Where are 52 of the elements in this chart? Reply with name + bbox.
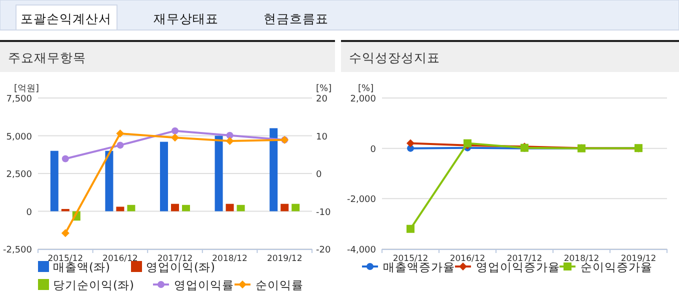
y-tick-label: -4,000	[346, 246, 376, 256]
bar	[116, 206, 124, 212]
x-tick-label: 2019/12	[266, 254, 302, 264]
point	[116, 142, 124, 149]
y-tick-label: -2,000	[346, 195, 376, 206]
point	[406, 139, 414, 148]
chart-title: 주요재무항목	[8, 50, 86, 65]
y-tick-label: 0	[26, 208, 32, 218]
y2-tick-label: 0	[316, 170, 322, 180]
y-tick-label: 2,500	[6, 170, 32, 180]
y2-tick-label: -10	[316, 208, 331, 218]
point	[172, 127, 178, 134]
point	[116, 129, 124, 138]
bar	[105, 150, 114, 212]
point	[226, 137, 234, 146]
y-tick-label: -2,500	[2, 246, 32, 256]
y2-axis-title: [%]	[316, 84, 332, 94]
bar	[50, 150, 58, 212]
bar	[280, 204, 289, 212]
text: 재무상태표	[154, 11, 218, 26]
y-tick-label: 5,000	[6, 132, 32, 142]
point	[62, 155, 69, 162]
y2-tick-label: 20	[316, 94, 328, 104]
y-axis-title: [억원]	[14, 84, 40, 94]
bar	[160, 142, 168, 212]
bar	[292, 204, 300, 212]
y-tick-label: 2,000	[350, 94, 376, 104]
bar	[171, 204, 179, 212]
point	[406, 224, 414, 233]
legend-label: 영업이익률	[174, 278, 234, 292]
x-tick-label: 2018/12	[212, 254, 248, 264]
bar	[214, 136, 223, 212]
point	[61, 229, 70, 238]
chart-title: 수익성장성지표	[349, 50, 440, 65]
y-tick-label: 0	[370, 144, 376, 155]
bar	[270, 128, 278, 212]
y-tick-label: 7,500	[6, 94, 32, 104]
bar	[182, 204, 190, 212]
y-axis-title: [%]	[358, 84, 374, 94]
legend-label: 당기순이익(좌)	[53, 278, 134, 292]
bar	[127, 204, 136, 212]
bar	[226, 204, 234, 212]
point	[171, 134, 179, 142]
x-tick-label: 2018/12	[564, 254, 600, 264]
y2-tick-label: -20	[316, 246, 331, 256]
y2-tick-label: 10	[316, 132, 328, 142]
bar	[61, 208, 70, 212]
point	[226, 132, 234, 139]
bar	[236, 204, 245, 212]
text: 현금흐름표	[264, 11, 328, 26]
text: 포괄손익계산서	[20, 11, 112, 26]
legend-label: 순이익률	[256, 278, 304, 292]
